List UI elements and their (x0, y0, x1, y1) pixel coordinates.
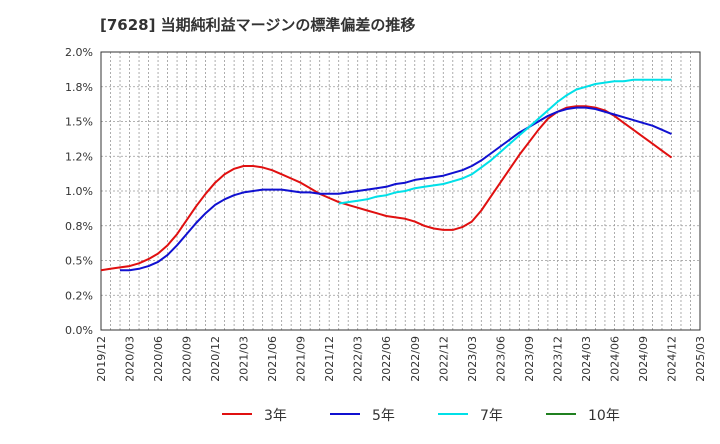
series-line-7年 (338, 78, 672, 205)
y-tick-label: 1.5% (65, 116, 93, 129)
x-tick-label: 2024/12 (665, 336, 678, 382)
y-tick-label: 1.2% (65, 150, 93, 163)
x-tick-label: 2021/12 (323, 336, 336, 382)
x-tick-label: 2021/09 (295, 336, 308, 382)
x-tick-label: 2023/12 (551, 336, 564, 382)
x-tick-label: 2023/06 (494, 336, 507, 382)
x-tick-label: 2020/09 (181, 336, 194, 382)
y-tick-label: 1.0% (65, 185, 93, 198)
y-tick-label: 0.2% (65, 289, 93, 302)
x-tick-label: 2022/03 (352, 336, 365, 382)
x-tick-label: 2024/03 (580, 336, 593, 382)
legend-label: 5年 (372, 408, 395, 424)
y-tick-label: 1.8% (65, 81, 93, 94)
x-tick-label: 2024/06 (608, 336, 621, 382)
y-tick-label: 0.0% (65, 324, 93, 337)
x-tick-label: 2022/12 (437, 336, 450, 382)
x-tick-label: 2019/12 (95, 336, 108, 382)
series-lines (100, 78, 673, 272)
legend: 3年 5年 7年 10年 (222, 408, 620, 424)
x-tick-label: 2021/06 (266, 336, 279, 382)
y-tick-label: 0.5% (65, 255, 93, 268)
x-tick-label: 2020/03 (124, 336, 137, 382)
series-line-5年 (120, 106, 672, 272)
plot-area-frame (100, 51, 701, 331)
legend-label: 10年 (588, 408, 620, 424)
x-tick-label: 2020/12 (209, 336, 222, 382)
x-tick-label: 2025/03 (694, 336, 707, 382)
x-tick-label: 2024/09 (637, 336, 650, 382)
chart-title: [7628] 当期純利益マージンの標準偏差の推移 (100, 16, 416, 34)
x-tick-label: 2022/09 (409, 336, 422, 382)
legend-label: 7年 (480, 408, 503, 424)
x-tick-label: 2021/03 (238, 336, 251, 382)
legend-label: 3年 (264, 408, 287, 424)
x-tick-label: 2023/03 (466, 336, 479, 382)
axes: 0.0% 0.2% 0.5% 0.8% 1.0% 1.2% 1.5% 1.8% 2.0% 2019… (65, 46, 707, 382)
x-tick-label: 2022/06 (380, 336, 393, 382)
x-tick-label: 2020/06 (152, 336, 165, 382)
y-tick-label: 0.8% (65, 220, 93, 233)
x-tick-label: 2023/09 (523, 336, 536, 382)
y-tick-label: 2.0% (65, 46, 93, 59)
series-line-3年 (100, 105, 673, 272)
